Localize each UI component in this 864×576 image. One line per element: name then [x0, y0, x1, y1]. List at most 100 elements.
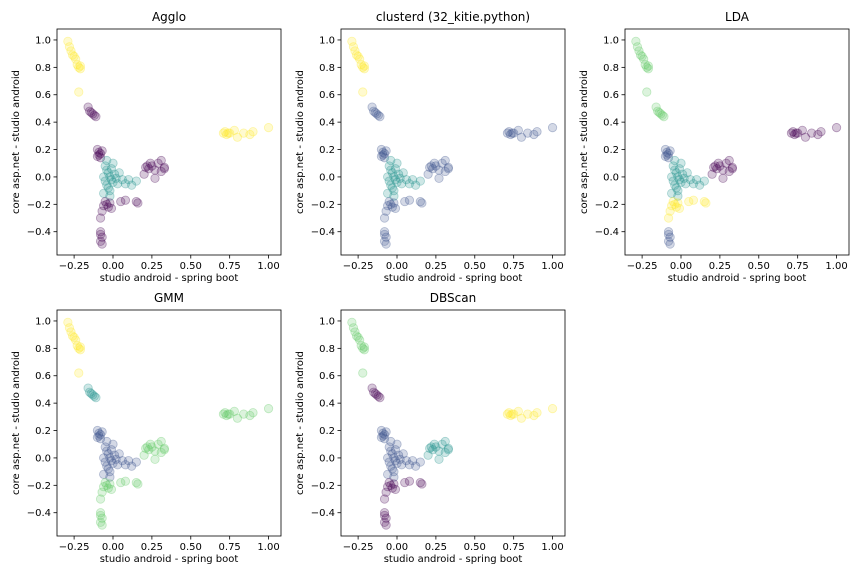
- scatter-point-upper_arm-4: [353, 332, 363, 342]
- scatter-point-core_center-1: [386, 165, 396, 175]
- y-tick-label: −0.2: [311, 481, 335, 492]
- scatter-point-core_low-9: [404, 195, 415, 205]
- scatter-point-upper_arm-7: [358, 62, 368, 72]
- x-tick-label: −0.25: [343, 261, 374, 272]
- scatter-point-core_low-11: [417, 479, 427, 489]
- scatter-point-upper_arm-2: [350, 327, 360, 337]
- scatter-point-core_center-20: [407, 175, 418, 185]
- scatter-point-right_cluster-6: [159, 162, 169, 172]
- scatter-point-core_center-12: [679, 173, 689, 183]
- scatter-point-core_center-9: [389, 186, 399, 196]
- scatter-point-core_center-10: [99, 453, 109, 463]
- scatter-point-mid_arm-3: [88, 109, 98, 119]
- scatter-point-right_cluster-10: [150, 454, 160, 464]
- scatter-point-core_center-8: [387, 183, 397, 193]
- scatter-point-upper_arm-7: [642, 62, 652, 72]
- scatter-point-upper_arm-8: [643, 64, 653, 74]
- scatter-point-right_tail-4: [509, 409, 519, 419]
- scatter-point-core_center-18: [117, 175, 127, 185]
- scatter-point-right_cluster-6: [727, 162, 737, 172]
- scatter-point-right_cluster-2: [431, 161, 441, 171]
- scatter-point-core_center-8: [103, 183, 113, 193]
- scatter-point-upper_arm-1: [348, 323, 359, 333]
- scatter-point-core_low-0: [384, 477, 394, 488]
- scatter-point-upper_arm-8: [75, 345, 85, 355]
- scatter-point-core_center-0: [668, 161, 678, 171]
- scatter-point-right_tail-5: [229, 125, 239, 135]
- scatter-point-core_top-6: [92, 432, 103, 442]
- x-tick-label: 1.00: [825, 261, 847, 272]
- scatter-point-core_center-23: [667, 188, 677, 198]
- x-axis-label: studio android - spring boot: [384, 273, 523, 284]
- scatter-point-mid_arm-1: [653, 106, 663, 116]
- scatter-point-right_tail-2: [789, 129, 800, 140]
- scatter-point-core_center-1: [102, 446, 112, 456]
- scatter-point-core_center-10: [383, 172, 393, 182]
- x-tick-label: 1.00: [541, 542, 563, 553]
- subplot-title: DBScan: [430, 291, 476, 305]
- scatter-point-core_center-4: [390, 456, 401, 466]
- scatter-point-core_center-5: [392, 177, 402, 188]
- scatter-point-mid_arm-2: [654, 107, 664, 118]
- y-tick-label: 0.6: [603, 90, 619, 101]
- scatter-point-right_cluster-1: [428, 445, 438, 455]
- scatter-point-core_center-18: [401, 456, 411, 466]
- scatter-point-right_tail-4: [793, 128, 803, 138]
- scatter-point-core_center-17: [398, 449, 408, 459]
- subplot-1: −0.25 0.00 0.25 0.50 0.75 1.00 −0.4 −0.2 0.0 0.2 0…: [11, 10, 282, 284]
- axes-frame: [340, 309, 566, 537]
- scatter-points: [347, 317, 558, 530]
- scatter-point-core_low-8: [400, 477, 410, 488]
- scatter-point-upper_arm-10: [358, 87, 368, 97]
- scatter-point-core_center-22: [415, 457, 425, 467]
- scatter-point-right_cluster-5: [440, 155, 450, 166]
- scatter-point-right_cluster-9: [707, 169, 717, 179]
- scatter-point-core_center-0: [100, 161, 110, 171]
- scatter-point-core_top-1: [662, 147, 672, 157]
- scatter-point-right_cluster-8: [145, 439, 155, 449]
- scatter-point-right_tail-3: [223, 128, 233, 138]
- scatter-point-core_top-0: [660, 144, 671, 155]
- scatter-point-right_tail-5: [513, 125, 523, 135]
- x-tick-label: 1.00: [257, 261, 279, 272]
- scatter-point-right_tail-5: [797, 125, 807, 135]
- y-tick-label: 0.2: [603, 145, 619, 156]
- scatter-point-core_top-0: [92, 144, 103, 155]
- subplot-title: Agglo: [152, 10, 186, 24]
- scatter-point-right_cluster-1: [712, 164, 722, 174]
- scatter-point-core_top-2: [378, 150, 388, 160]
- scatter-point-right_cluster-3: [150, 446, 160, 456]
- scatter-point-core_top-4: [97, 146, 107, 156]
- scatter-point-right_tail-6: [232, 413, 243, 423]
- y-tick-label: 0.4: [35, 118, 51, 129]
- scatter-point-core_center-17: [398, 168, 408, 178]
- scatter-point-upper_arm-10: [358, 368, 368, 378]
- x-tick-label: −0.25: [59, 542, 90, 553]
- scatter-point-core_low-4: [99, 482, 109, 492]
- scatter-point-right_tail-1: [788, 127, 798, 137]
- scatter-point-core_center-20: [691, 175, 702, 185]
- scatter-point-upper_arm-9: [75, 342, 85, 352]
- scatter-point-right_tail-0: [786, 128, 797, 138]
- x-tick-label: 0.00: [102, 542, 124, 553]
- scatter-point-core_top-0: [376, 144, 387, 155]
- scatter-point-core_center-14: [106, 164, 117, 174]
- scatter-point-upper_arm-0: [347, 317, 357, 327]
- scatter-point-core_top-4: [381, 146, 391, 156]
- x-tick-label: 0.50: [748, 261, 770, 272]
- scatter-point-core_low-10: [131, 477, 141, 488]
- scatter-point-upper_arm-1: [348, 42, 359, 52]
- scatter-point-upper_arm-5: [355, 335, 365, 345]
- scatter-point-core_center-20: [123, 175, 134, 185]
- scatter-point-core_bottom-3: [379, 236, 390, 246]
- scatter-point-core_bottom-2: [381, 513, 391, 523]
- scatter-point-core_bottom-0: [663, 227, 674, 237]
- scatter-point-right_tail-7: [523, 128, 533, 138]
- axes-frame: [624, 28, 850, 256]
- scatter-point-core_top-3: [95, 430, 106, 440]
- scatter-point-core_center-18: [685, 175, 695, 185]
- scatter-point-upper_arm-3: [351, 331, 362, 341]
- scatter-point-right_cluster-5: [724, 155, 734, 166]
- scatter-point-upper_arm-7: [74, 343, 84, 353]
